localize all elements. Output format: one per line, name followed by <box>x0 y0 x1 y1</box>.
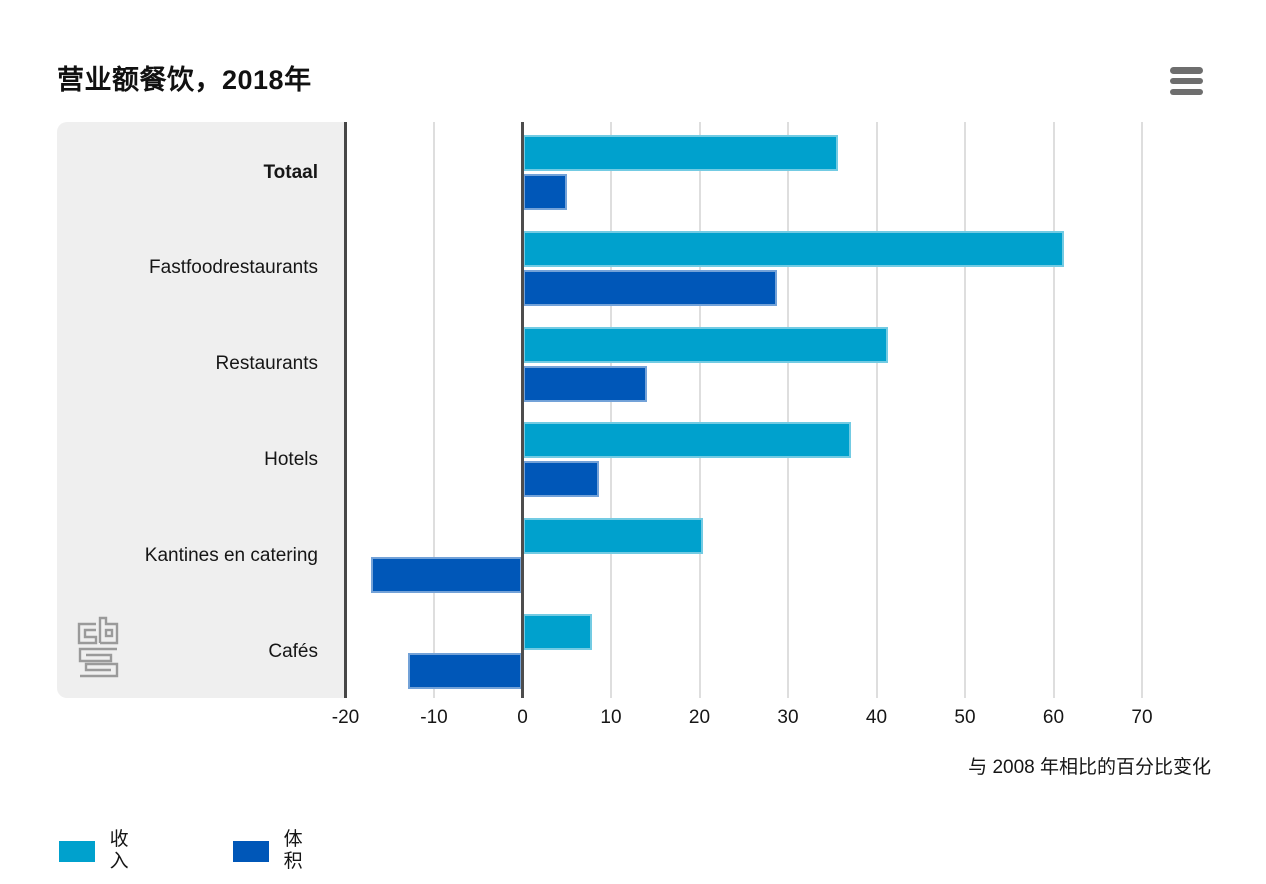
gridline <box>1141 122 1143 698</box>
bar-income[interactable] <box>522 230 1065 267</box>
category-panel <box>57 122 345 698</box>
legend-item[interactable]: 收入 <box>59 829 139 873</box>
legend-swatch-icon <box>233 840 269 862</box>
page-title: 营业额餐饮，2018年 <box>57 58 312 97</box>
gridline <box>698 122 701 698</box>
bar-volume[interactable] <box>408 653 523 690</box>
x-tick-label: 60 <box>1042 707 1065 728</box>
cbs-logo-icon <box>77 616 119 678</box>
hamburger-menu-icon[interactable] <box>1170 66 1206 96</box>
category-label: Hotels <box>264 448 318 470</box>
x-tick-label: -10 <box>420 707 448 728</box>
bar-volume[interactable] <box>371 557 523 594</box>
bar-income[interactable] <box>522 614 593 651</box>
x-tick-label: 10 <box>600 707 622 728</box>
bar-volume[interactable] <box>522 461 600 498</box>
x-tick-label: 40 <box>865 707 888 728</box>
x-tick-label: 30 <box>777 707 799 728</box>
legend-label: 体积 <box>283 829 303 872</box>
bar-income[interactable] <box>522 422 851 459</box>
x-tick-label: 20 <box>688 707 711 728</box>
hamburger-bar <box>1170 88 1203 95</box>
category-label: Fastfoodrestaurants <box>149 257 318 279</box>
x-tick-label: 0 <box>517 707 528 728</box>
x-tick-label: 70 <box>1131 707 1153 728</box>
x-axis-label: 与 2008 年相比的百分比变化 <box>968 757 1211 778</box>
hamburger-bar <box>1170 67 1203 74</box>
category-label: Kantines en catering <box>144 544 318 566</box>
gridline <box>964 122 966 698</box>
category-label: Cafés <box>268 640 318 662</box>
gridline <box>787 122 789 698</box>
bar-income[interactable] <box>522 326 888 363</box>
page-title-year: 2018年 <box>222 65 312 95</box>
zero-axis-line <box>521 122 524 698</box>
gridline <box>1052 122 1055 698</box>
legend-swatch-icon <box>59 840 95 862</box>
gridline <box>610 122 612 698</box>
x-tick-label: 50 <box>954 707 976 728</box>
bar-income[interactable] <box>522 518 704 555</box>
page-title-text: 营业额餐饮， <box>57 65 222 95</box>
hamburger-bar <box>1170 77 1203 85</box>
gridline <box>433 122 435 698</box>
bar-income[interactable] <box>522 135 839 171</box>
bar-volume[interactable] <box>522 174 567 210</box>
bar-volume[interactable] <box>522 269 778 306</box>
legend-label: 收入 <box>109 829 129 872</box>
category-label: Totaal <box>263 161 318 183</box>
category-label: Restaurants <box>215 353 318 375</box>
x-tick-label: -20 <box>331 707 360 728</box>
gridline <box>875 122 878 698</box>
category-axis-line <box>344 122 347 698</box>
legend-item[interactable]: 体积 <box>233 829 313 873</box>
bar-volume[interactable] <box>522 365 648 402</box>
